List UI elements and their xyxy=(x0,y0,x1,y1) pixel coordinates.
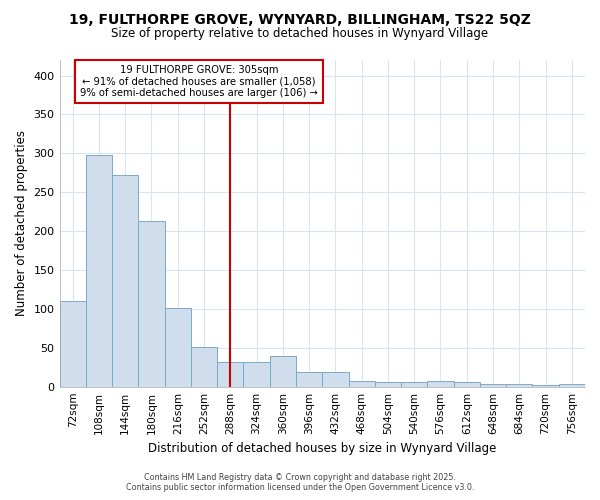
Bar xyxy=(427,381,454,386)
Bar xyxy=(375,382,401,386)
Text: Size of property relative to detached houses in Wynyard Village: Size of property relative to detached ho… xyxy=(112,28,488,40)
Bar xyxy=(244,362,270,386)
Text: 19 FULTHORPE GROVE: 305sqm
← 91% of detached houses are smaller (1,058)
9% of se: 19 FULTHORPE GROVE: 305sqm ← 91% of deta… xyxy=(80,65,318,98)
Y-axis label: Number of detached properties: Number of detached properties xyxy=(15,130,28,316)
Bar xyxy=(191,347,217,387)
Bar xyxy=(59,301,86,386)
Bar xyxy=(349,381,375,386)
Text: 19, FULTHORPE GROVE, WYNYARD, BILLINGHAM, TS22 5QZ: 19, FULTHORPE GROVE, WYNYARD, BILLINGHAM… xyxy=(69,12,531,26)
Bar xyxy=(139,221,164,386)
Bar xyxy=(270,356,296,386)
Bar xyxy=(559,384,585,386)
Text: Contains HM Land Registry data © Crown copyright and database right 2025.
Contai: Contains HM Land Registry data © Crown c… xyxy=(126,473,474,492)
Bar xyxy=(506,384,532,386)
Bar xyxy=(112,175,139,386)
Bar xyxy=(164,308,191,386)
Bar xyxy=(217,362,244,386)
Bar xyxy=(480,384,506,386)
Bar xyxy=(296,372,322,386)
Bar xyxy=(322,372,349,386)
Bar xyxy=(532,385,559,386)
Bar xyxy=(86,155,112,386)
Bar xyxy=(401,382,427,386)
X-axis label: Distribution of detached houses by size in Wynyard Village: Distribution of detached houses by size … xyxy=(148,442,496,455)
Bar xyxy=(454,382,480,386)
